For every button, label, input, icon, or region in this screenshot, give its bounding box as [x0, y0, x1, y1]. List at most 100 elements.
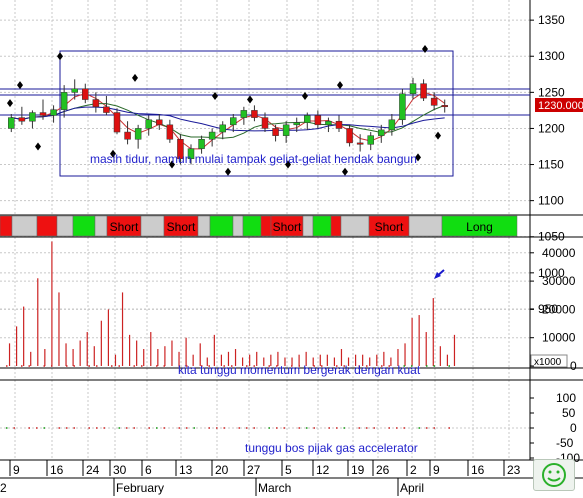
- candle-body: [82, 88, 89, 100]
- volume-tick-label: 20000: [542, 302, 576, 316]
- candle-body: [156, 119, 163, 126]
- price-tick-label: 1350: [538, 13, 565, 27]
- candle-body: [251, 110, 258, 118]
- month-label: April: [400, 481, 424, 495]
- candle-body: [198, 139, 205, 149]
- date-tick-label: 9: [433, 463, 440, 477]
- candle-body: [124, 131, 131, 140]
- date-tick-label: 19: [351, 463, 365, 477]
- signal-segment: [94, 215, 108, 237]
- candle-body: [177, 139, 184, 160]
- signal-segment: [441, 215, 518, 237]
- smiley-button[interactable]: [533, 459, 575, 491]
- price-tick-label: 1200: [538, 121, 565, 135]
- candle-body: [240, 110, 248, 118]
- date-tick-label: 6: [145, 463, 152, 477]
- month-label: February: [116, 481, 164, 495]
- swing-low-marker: [169, 160, 175, 169]
- price-tick-label: 1100: [538, 194, 564, 208]
- swing-high-marker: [422, 45, 428, 54]
- signal-label: Short: [273, 220, 302, 234]
- volume-tick-label: 40000: [542, 246, 576, 260]
- last-price-label: 1230.000: [538, 100, 583, 112]
- signal-segment: [11, 215, 38, 237]
- last-price-tag: [535, 98, 583, 112]
- candle-body: [367, 135, 374, 145]
- candle-body: [50, 109, 57, 116]
- volume-tick-label: 10000: [542, 331, 576, 345]
- signal-segment: [0, 215, 13, 237]
- date-tick-label: 26: [376, 463, 390, 477]
- accelerator-panel-grid: [0, 380, 530, 460]
- signal-segment: [312, 215, 332, 237]
- candle-body: [113, 112, 121, 133]
- candle-body: [92, 99, 100, 108]
- momentum-annotation: kita tunggu momentum bergerak dengan kua…: [178, 363, 421, 377]
- date-tick-label: 16: [50, 463, 64, 477]
- signal-label: Short: [110, 220, 139, 234]
- signal-segment: [260, 215, 272, 237]
- swing-low-marker: [285, 160, 291, 169]
- swing-high-marker: [17, 81, 23, 90]
- signal-segment: [36, 215, 58, 237]
- volume-bars: [8, 241, 456, 366]
- candle-body: [272, 128, 279, 136]
- volume-axis-ticks: 40000 30000 20000 10000: [530, 246, 576, 345]
- candle-body: [71, 88, 78, 93]
- accelerator-annotation: tunggu bos pijak gas accelerator: [245, 441, 418, 455]
- candle-body: [208, 131, 216, 140]
- candle-body: [60, 92, 68, 110]
- candle-body: [29, 112, 36, 122]
- candle-body: [304, 115, 311, 123]
- candle-body: [282, 124, 290, 136]
- date-tick-label: 2: [410, 463, 417, 477]
- candle-body: [346, 128, 353, 144]
- volume-tick-label: 30000: [542, 274, 576, 288]
- volume-unit-box: [530, 354, 568, 368]
- moving-average-line: [11, 103, 445, 139]
- swing-low-marker: [435, 131, 441, 140]
- moving-average-line: [11, 106, 445, 132]
- momentum-tick-label: 0: [570, 359, 577, 373]
- price-tick-label: 1000: [538, 266, 565, 280]
- date-axis: 9 16 24 30 6 13 20 27 5 12 19 26 2 9 16 232 February Marc…: [0, 460, 583, 496]
- candle-body: [378, 129, 385, 136]
- signal-label: Long: [466, 220, 493, 234]
- swing-high-marker: [337, 81, 343, 90]
- moving-average-lines: [11, 91, 445, 150]
- candle-body: [420, 83, 427, 99]
- candle-body: [409, 83, 417, 95]
- accelerator-tick-label: 100: [556, 391, 576, 405]
- signal-segment: [140, 215, 165, 237]
- swing-high-marker: [57, 52, 63, 61]
- price-tick-label: 1300: [538, 49, 565, 63]
- swing-high-marker: [302, 91, 308, 100]
- signal-segment: [242, 215, 262, 237]
- signal-label: Short: [375, 220, 404, 234]
- swing-high-marker: [212, 91, 218, 100]
- candle-body: [430, 97, 438, 106]
- signal-segment: [56, 215, 74, 237]
- month-label: March: [258, 481, 291, 495]
- date-tick-label: 30: [113, 463, 127, 477]
- candlesticks: [8, 77, 448, 165]
- date-tick-label: 27: [247, 463, 261, 477]
- candle-body: [187, 148, 195, 160]
- date-tick-label: 16: [471, 463, 485, 477]
- price-annotation: masih tidur, namun mulai tampak geliat-g…: [90, 152, 417, 166]
- candle-body: [166, 124, 174, 140]
- signal-segment: [302, 215, 314, 237]
- candle-body: [441, 105, 448, 108]
- momentum-panel-grid: [14, 368, 510, 380]
- candle-body: [134, 128, 142, 140]
- date-tick-label: 9: [13, 463, 20, 477]
- swing-low-marker: [110, 149, 116, 158]
- signal-segment: [232, 215, 244, 237]
- candle-body: [8, 117, 15, 129]
- candle-body: [293, 122, 300, 126]
- candle-body: [325, 120, 332, 126]
- swing-high-marker: [132, 73, 138, 82]
- date-tick-label: 5: [285, 463, 292, 477]
